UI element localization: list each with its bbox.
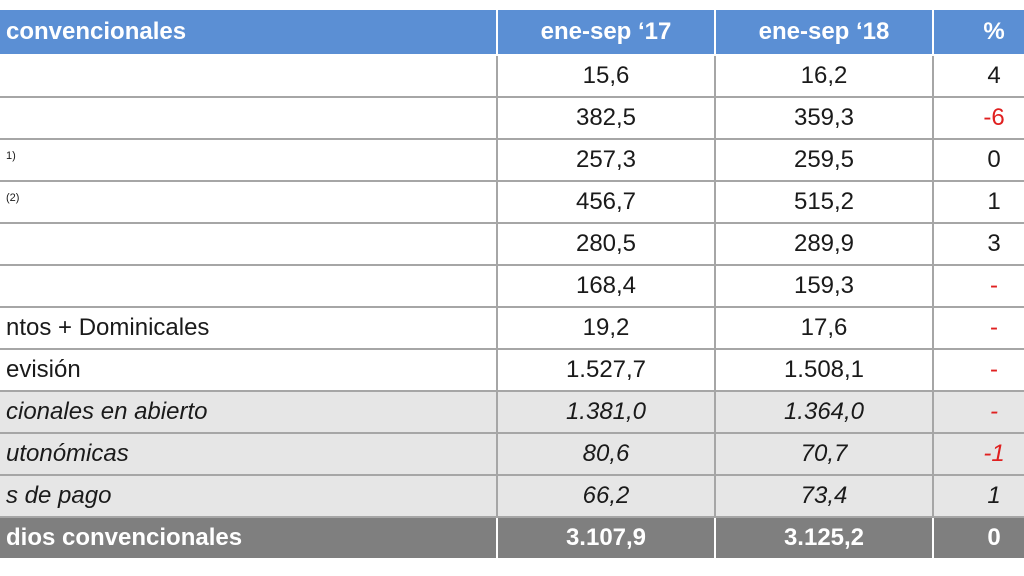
media-investment-table: convencionales ene-sep ‘17 ene-sep ‘18 %… [0, 8, 1024, 560]
footnote-mark: (2) [6, 192, 20, 204]
table-row: ntos + Dominicales 19,2 17,6 - [0, 306, 1024, 350]
subrow-label: s de pago [0, 474, 498, 518]
value-2017: 382,5 [496, 96, 716, 140]
value-2018: 515,2 [714, 180, 934, 224]
value-pct: - [932, 390, 1024, 434]
value-2018: 1.508,1 [714, 348, 934, 392]
table-row: 15,6 16,2 4 [0, 54, 1024, 98]
value-pct: - [932, 348, 1024, 392]
row-label [0, 54, 498, 98]
value-2018: 70,7 [714, 432, 934, 476]
value-2017: 66,2 [496, 474, 716, 518]
table-row: (2) 456,7 515,2 1 [0, 180, 1024, 224]
value-pct: 0 [932, 138, 1024, 182]
row-label [0, 96, 498, 140]
value-2017: 80,6 [496, 432, 716, 476]
value-pct: -1 [932, 432, 1024, 476]
value-2018: 259,5 [714, 138, 934, 182]
value-2017: 280,5 [496, 222, 716, 266]
row-label: evisión [0, 348, 498, 392]
row-label [0, 264, 498, 308]
header-col-2018: ene-sep ‘18 [714, 8, 934, 56]
row-label [0, 222, 498, 266]
value-2017: 19,2 [496, 306, 716, 350]
value-pct: -6 [932, 96, 1024, 140]
value-2017: 168,4 [496, 264, 716, 308]
header-label: convencionales [0, 8, 498, 56]
table-row: 280,5 289,9 3 [0, 222, 1024, 266]
value-2018: 73,4 [714, 474, 934, 518]
value-2017: 15,6 [496, 54, 716, 98]
row-label: ntos + Dominicales [0, 306, 498, 350]
value-2017: 257,3 [496, 138, 716, 182]
value-2017: 1.381,0 [496, 390, 716, 434]
row-label: (2) [0, 180, 498, 224]
value-pct: 3 [932, 222, 1024, 266]
subrow-label: cionales en abierto [0, 390, 498, 434]
header-row: convencionales ene-sep ‘17 ene-sep ‘18 % [0, 8, 1024, 56]
header-col-pct: % [932, 8, 1024, 56]
total-label: dios convencionales [0, 516, 498, 560]
table-subrow: s de pago 66,2 73,4 1 [0, 474, 1024, 518]
value-2017: 456,7 [496, 180, 716, 224]
total-2017: 3.107,9 [496, 516, 716, 560]
value-2018: 359,3 [714, 96, 934, 140]
total-row: dios convencionales 3.107,9 3.125,2 0 [0, 516, 1024, 560]
value-2017: 1.527,7 [496, 348, 716, 392]
value-pct: 1 [932, 474, 1024, 518]
value-pct: - [932, 306, 1024, 350]
value-2018: 17,6 [714, 306, 934, 350]
header-col-2017: ene-sep ‘17 [496, 8, 716, 56]
value-2018: 159,3 [714, 264, 934, 308]
value-pct: 1 [932, 180, 1024, 224]
value-2018: 289,9 [714, 222, 934, 266]
value-2018: 1.364,0 [714, 390, 934, 434]
row-label: 1) [0, 138, 498, 182]
table-row: evisión 1.527,7 1.508,1 - [0, 348, 1024, 392]
value-pct: 4 [932, 54, 1024, 98]
total-pct: 0 [932, 516, 1024, 560]
table-subrow: cionales en abierto 1.381,0 1.364,0 - [0, 390, 1024, 434]
table-row: 382,5 359,3 -6 [0, 96, 1024, 140]
table-row: 168,4 159,3 - [0, 264, 1024, 308]
value-pct: - [932, 264, 1024, 308]
table-subrow: utonómicas 80,6 70,7 -1 [0, 432, 1024, 476]
total-2018: 3.125,2 [714, 516, 934, 560]
footnote-mark: 1) [6, 150, 16, 162]
value-2018: 16,2 [714, 54, 934, 98]
table-row: 1) 257,3 259,5 0 [0, 138, 1024, 182]
subrow-label: utonómicas [0, 432, 498, 476]
